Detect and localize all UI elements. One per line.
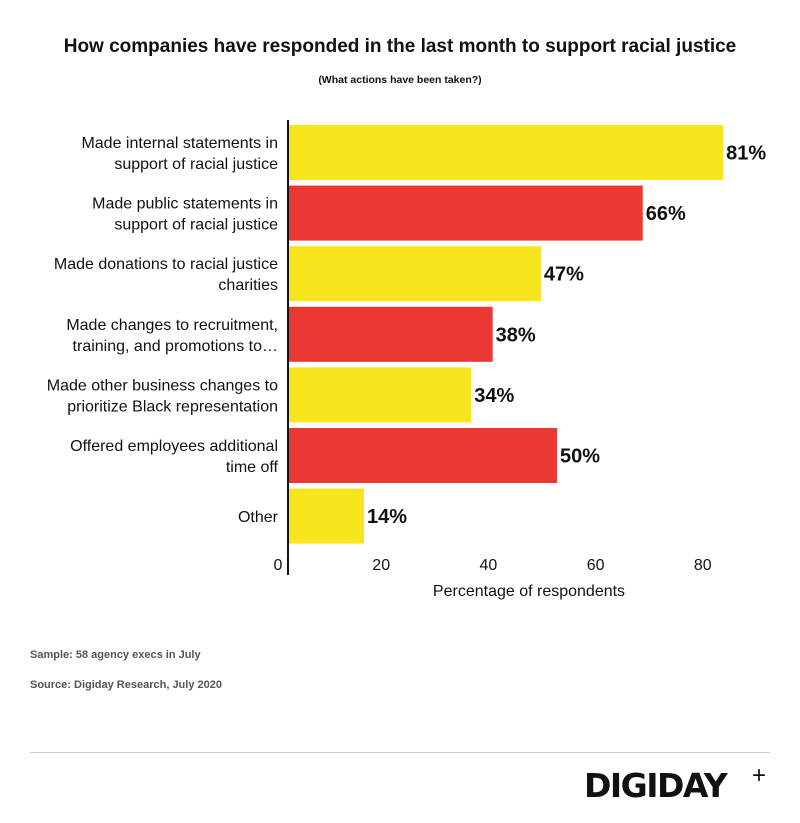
divider xyxy=(30,752,770,753)
category-label: time off xyxy=(226,459,279,476)
x-tick-label: 20 xyxy=(372,557,390,574)
bar xyxy=(289,488,365,544)
data-label: 81% xyxy=(726,143,766,165)
category-label: charities xyxy=(218,277,278,294)
bar xyxy=(289,428,557,483)
bar xyxy=(289,125,724,180)
data-label: 47% xyxy=(544,264,584,286)
chart-subtitle: (What actions have been taken?) xyxy=(318,74,482,86)
logo-plus: + xyxy=(752,762,767,789)
category-label: Made public statements in xyxy=(92,196,278,213)
data-label: 50% xyxy=(560,446,600,468)
digiday-logo: DIGIDAY xyxy=(584,766,728,805)
category-label: support of racial justice xyxy=(114,156,278,173)
data-label: 66% xyxy=(646,203,686,225)
x-tick-label: 80 xyxy=(694,557,712,574)
category-label: prioritize Black representation xyxy=(67,398,278,415)
data-label: 14% xyxy=(367,506,407,528)
bar xyxy=(289,185,643,241)
bar xyxy=(289,246,541,302)
data-label: 34% xyxy=(474,385,514,407)
category-label: support of racial justice xyxy=(114,217,278,234)
x-axis-label: Percentage of respondents xyxy=(433,583,625,600)
category-label: Other xyxy=(238,509,279,526)
x-tick-label: 40 xyxy=(480,557,498,574)
category-label: Made internal statements in xyxy=(81,135,278,152)
data-label: 38% xyxy=(496,324,536,346)
category-label: Made other business changes to xyxy=(47,377,278,394)
bar xyxy=(289,306,493,362)
bar xyxy=(289,367,472,423)
sample-note: Sample: 58 agency execs in July xyxy=(30,649,201,661)
category-label: Made donations to racial justice xyxy=(54,256,278,273)
source-note: Source: Digiday Research, July 2020 xyxy=(30,679,222,691)
category-label: training, and promotions to… xyxy=(73,338,278,355)
chart-title: How companies have responded in the last… xyxy=(63,36,737,57)
category-label: Made changes to recruitment, xyxy=(66,317,278,334)
x-tick-label: 60 xyxy=(587,557,605,574)
x-tick-label: 0 xyxy=(274,557,283,574)
category-label: Offered employees additional xyxy=(70,438,278,455)
